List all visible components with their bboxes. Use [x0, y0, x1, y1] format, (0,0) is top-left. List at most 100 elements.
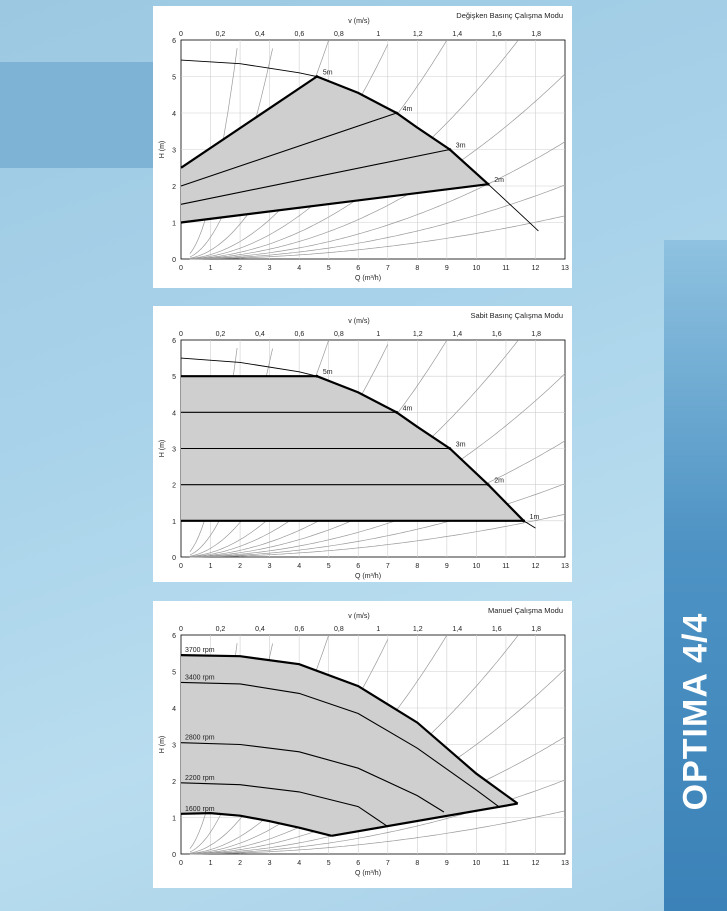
top-tick-label: 1,6 [492, 31, 502, 38]
x-tick-label: 11 [502, 860, 509, 867]
top-tick-label: 0 [179, 31, 183, 38]
top-tick-label: 0,4 [255, 31, 265, 38]
series-label: 2m [494, 177, 504, 184]
side-band: OPTIMA 4/4 [664, 240, 727, 911]
x-tick-label: 11 [502, 563, 509, 570]
x-tick-label: 7 [386, 265, 390, 272]
x-tick-label: 3 [268, 563, 272, 570]
chart-manual: Manuel Çalışma Modu v (m/s) Q (m³/h) H (m) 0… [159, 606, 569, 877]
top-tick-label: 1,4 [452, 331, 462, 338]
top-axis-label: v (m/s) [348, 613, 369, 620]
y-tick-label: 3 [172, 148, 176, 155]
series-label: 1600 rpm [185, 806, 215, 813]
x-tick-label: 8 [415, 860, 419, 867]
y-tick-label: 2 [172, 184, 176, 191]
system-curve [189, 141, 566, 260]
system-curve [189, 215, 566, 260]
y-tick-label: 2 [172, 779, 176, 786]
system-curve [189, 513, 566, 558]
x-tick-label: 1 [209, 265, 213, 272]
y-tick-label: 5 [172, 670, 176, 677]
top-tick-label: 0,6 [295, 331, 305, 338]
x-tick-label: 6 [356, 563, 360, 570]
series-line-2m [180, 183, 489, 224]
series-label: 3400 rpm [185, 674, 215, 681]
chart-panel-constant-pressure: Sabit Basınç Çalışma Modu v (m/s) Q (m³/h)… [153, 306, 572, 582]
series-line-3m [180, 148, 450, 205]
top-tick-label: 1,8 [531, 331, 541, 338]
x-axis-label: Q (m³/h) [355, 573, 381, 580]
chart-panel-manual: Manuel Çalışma Modu v (m/s) Q (m³/h) H (m) 0… [153, 601, 572, 888]
y-tick-label: 6 [172, 633, 176, 640]
y-tick-label: 2 [172, 483, 176, 490]
series-endpoint [395, 410, 399, 414]
x-tick-label: 2 [238, 563, 242, 570]
x-tick-label: 9 [445, 860, 449, 867]
series-label: 2800 rpm [185, 735, 215, 742]
y-tick-label: 5 [172, 374, 176, 381]
chart-title: Sabit Basınç Çalışma Modu [470, 311, 563, 320]
x-tick-label: 9 [445, 265, 449, 272]
x-tick-label: 8 [415, 265, 419, 272]
y-tick-label: 0 [172, 257, 176, 264]
top-tick-label: 0,4 [255, 331, 265, 338]
x-tick-label: 13 [561, 563, 569, 570]
y-tick-label: 4 [172, 410, 176, 417]
chart-title: Manuel Çalışma Modu [488, 606, 563, 615]
top-axis-label: v (m/s) [348, 318, 369, 325]
y-tick-label: 4 [172, 706, 176, 713]
top-tick-label: 1 [376, 31, 380, 38]
top-tick-label: 0,8 [334, 331, 344, 338]
system-curve [189, 184, 566, 260]
x-tick-label: 4 [297, 563, 301, 570]
x-tick-label: 6 [356, 265, 360, 272]
top-tick-label: 1,2 [413, 331, 423, 338]
top-tick-label: 1,6 [492, 331, 502, 338]
x-tick-label: 5 [327, 860, 331, 867]
y-tick-label: 6 [172, 338, 176, 345]
top-tick-label: 0 [179, 331, 183, 338]
top-tick-label: 0,2 [216, 31, 226, 38]
series-line-3400-rpm [180, 681, 501, 809]
top-tick-label: 0,4 [255, 626, 265, 633]
chart-panel-variable-pressure: Değişken Basınç Çalışma Modu v (m/s) Q (m³… [153, 6, 572, 288]
top-tick-label: 0,2 [216, 331, 226, 338]
top-tick-label: 1,8 [531, 626, 541, 633]
y-tick-label: 3 [172, 447, 176, 454]
x-tick-label: 0 [179, 563, 183, 570]
x-tick-label: 12 [532, 860, 540, 867]
y-tick-label: 3 [172, 743, 176, 750]
y-axis-label: H (m) [159, 440, 166, 458]
system-curve [189, 73, 566, 260]
x-tick-label: 3 [268, 860, 272, 867]
x-tick-label: 11 [502, 265, 509, 272]
top-tick-label: 1 [376, 626, 380, 633]
top-tick-label: 1 [376, 331, 380, 338]
series-label: 5m [323, 369, 333, 376]
series-endpoint [448, 148, 452, 151]
y-tick-label: 1 [172, 816, 176, 823]
top-tick-label: 1,4 [452, 31, 462, 38]
series-line-4m [180, 112, 397, 187]
top-tick-label: 0,2 [216, 626, 226, 633]
top-tick-label: 0,6 [295, 626, 305, 633]
series-label: 1m [530, 514, 540, 521]
series-line-5m [180, 75, 318, 169]
series-label: 3m [456, 442, 466, 449]
x-tick-label: 10 [472, 265, 480, 272]
x-tick-label: 2 [238, 860, 242, 867]
y-tick-label: 1 [172, 221, 176, 228]
top-tick-label: 1,8 [531, 31, 541, 38]
operating-area [181, 655, 518, 836]
x-tick-label: 4 [297, 265, 301, 272]
x-tick-label: 13 [561, 265, 569, 272]
series-endpoint [315, 374, 319, 378]
side-title: OPTIMA 4/4 [676, 612, 715, 811]
series-endpoint [448, 447, 452, 450]
top-tick-label: 1,4 [452, 626, 462, 633]
chart-title: Değişken Basınç Çalışma Modu [456, 11, 563, 20]
x-axis-label: Q (m³/h) [355, 870, 381, 877]
top-tick-label: 1,2 [413, 626, 423, 633]
x-tick-label: 2 [238, 265, 242, 272]
top-axis-label: v (m/s) [348, 18, 369, 25]
